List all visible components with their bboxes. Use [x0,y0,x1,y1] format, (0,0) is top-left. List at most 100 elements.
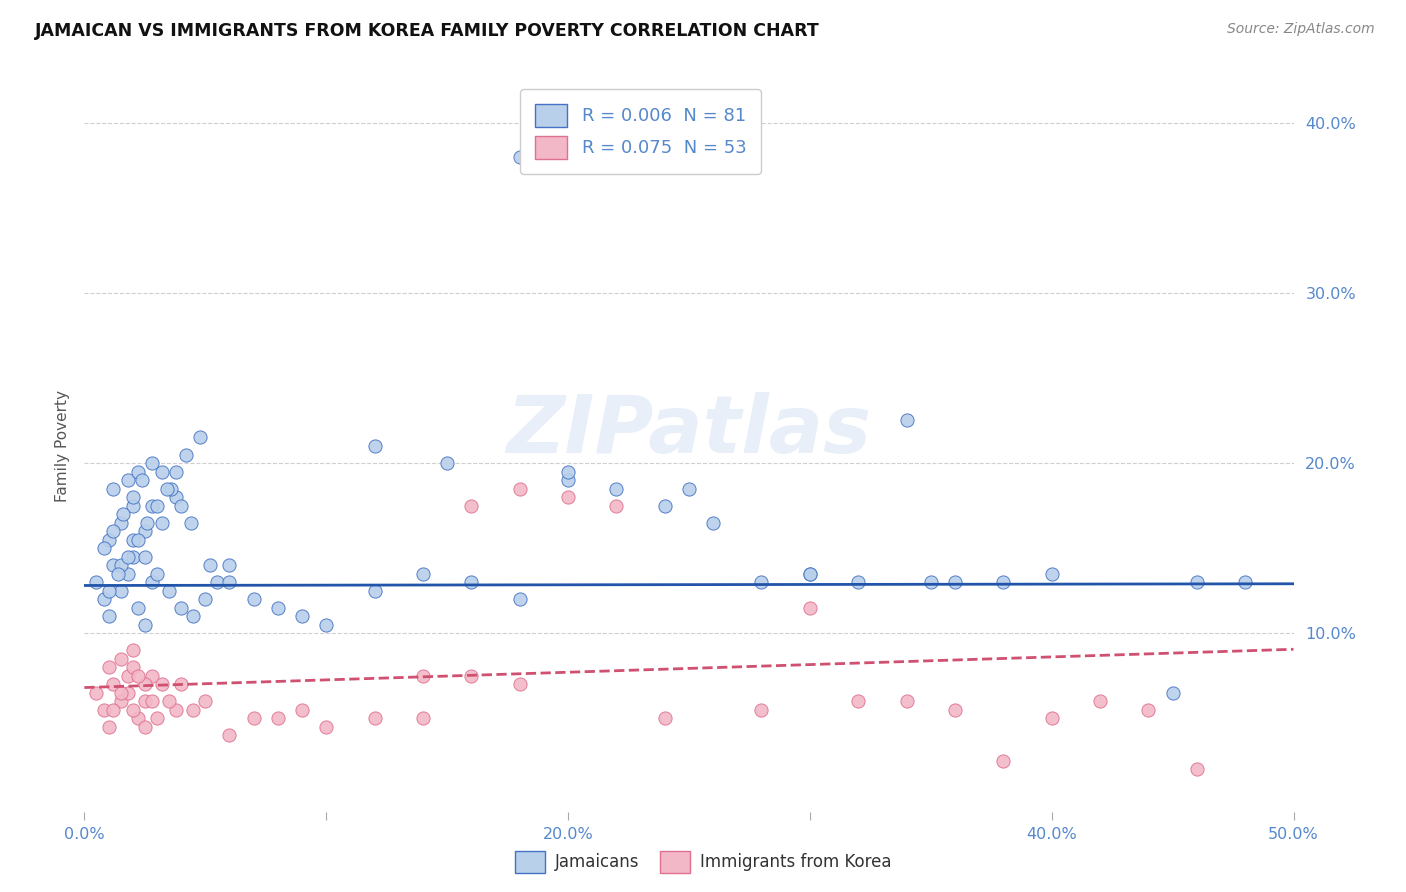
Point [157,694,180,708]
Point [97,720,120,734]
Point [127,668,149,682]
Point [110,651,132,665]
Point [131,473,153,487]
Legend: Jamaicans, Immigrants from Korea: Jamaicans, Immigrants from Korea [509,845,897,880]
Point [97,583,120,598]
Point [896,694,918,708]
Point [291,609,314,624]
Point [146,499,169,513]
Point [110,694,132,708]
Point [141,668,163,682]
Text: JAMAICAN VS IMMIGRANTS FROM KOREA FAMILY POVERTY CORRELATION CHART: JAMAICAN VS IMMIGRANTS FROM KOREA FAMILY… [35,22,820,40]
Point [121,533,143,547]
Point [155,482,177,496]
Point [943,703,966,717]
Point [509,677,531,691]
Point [121,499,143,513]
Point [141,499,163,513]
Point [460,575,482,590]
Text: ZIPatlas: ZIPatlas [506,392,872,470]
Point [218,575,240,590]
Point [678,482,700,496]
Point [1185,762,1208,776]
Point [121,703,143,717]
Point [181,703,204,717]
Point [509,150,531,164]
Point [751,703,773,717]
Point [412,566,434,581]
Point [605,482,627,496]
Point [117,566,139,581]
Point [190,430,212,444]
Point [242,592,264,607]
Point [242,711,264,725]
Point [103,558,125,572]
Legend: R = 0.006  N = 81, R = 0.075  N = 53: R = 0.006 N = 81, R = 0.075 N = 53 [520,89,761,174]
Point [103,703,125,717]
Point [121,643,143,657]
Point [218,728,240,742]
Point [97,609,120,624]
Point [107,566,129,581]
Point [557,473,579,487]
Point [654,711,676,725]
Point [1040,566,1063,581]
Point [146,711,169,725]
Point [702,516,724,530]
Point [110,516,132,530]
Point [110,558,132,572]
Point [412,711,434,725]
Point [509,482,531,496]
Point [920,575,942,590]
Point [170,677,193,691]
Point [86,686,108,700]
Point [436,456,458,470]
Point [117,668,139,682]
Point [654,499,676,513]
Point [93,703,115,717]
Point [136,516,159,530]
Point [141,575,163,590]
Point [799,600,821,615]
Point [86,575,108,590]
Point [110,686,132,700]
Point [846,694,869,708]
Point [1137,703,1160,717]
Point [141,694,163,708]
Point [165,490,187,504]
Point [174,448,197,462]
Point [460,499,482,513]
Point [509,592,531,607]
Point [267,711,290,725]
Point [896,413,918,427]
Point [146,566,169,581]
Point [134,720,156,734]
Point [291,703,314,717]
Point [218,558,240,572]
Point [112,507,135,521]
Point [315,617,337,632]
Point [460,668,482,682]
Point [93,592,115,607]
Point [993,575,1015,590]
Point [170,499,193,513]
Point [943,575,966,590]
Point [134,524,156,538]
Point [121,490,143,504]
Point [180,516,202,530]
Point [363,439,385,453]
Point [150,677,173,691]
Point [150,465,173,479]
Point [267,600,290,615]
Point [993,754,1015,768]
Point [165,465,187,479]
Point [127,465,149,479]
Point [127,711,149,725]
Point [1040,711,1063,725]
Point [751,575,773,590]
Point [103,482,125,496]
Point [412,668,434,682]
Point [160,482,183,496]
Point [799,566,821,581]
Point [150,516,173,530]
